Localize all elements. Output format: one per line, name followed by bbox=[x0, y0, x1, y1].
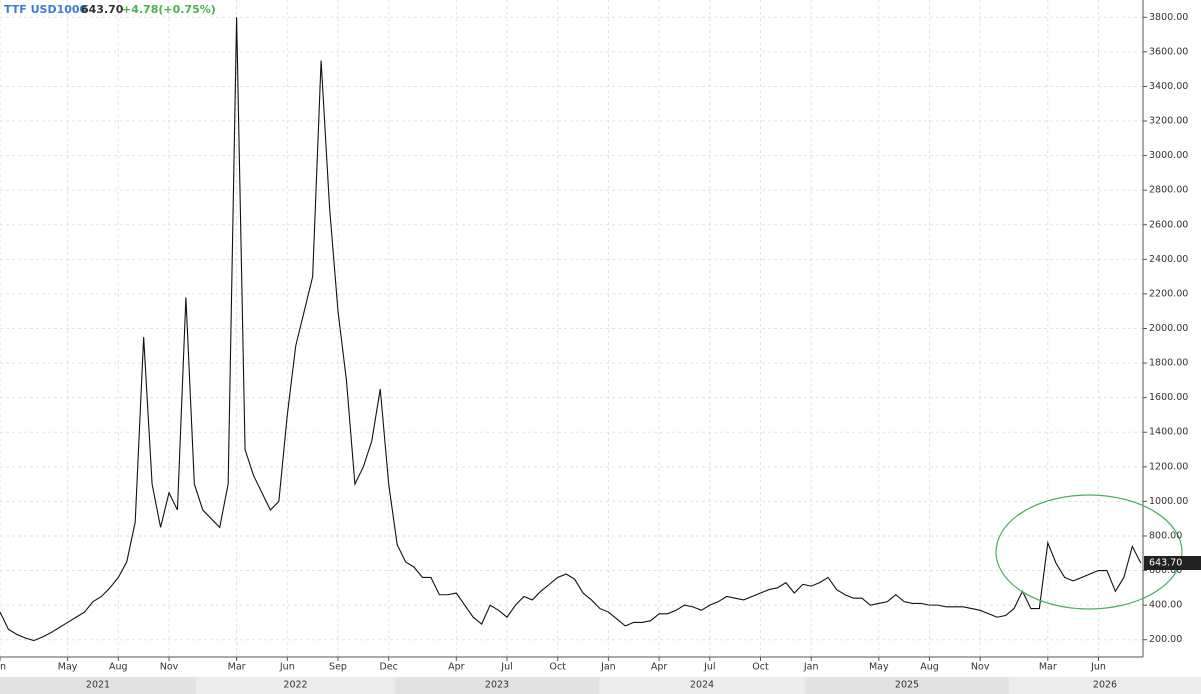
year-label: 2026 bbox=[1093, 680, 1117, 691]
x-tick-label: Apr bbox=[448, 662, 465, 673]
y-tick-label: 1600.00 bbox=[1149, 392, 1188, 403]
year-label: 2023 bbox=[485, 680, 509, 691]
y-tick-label: 400.00 bbox=[1149, 600, 1182, 611]
y-tick-label: 1000.00 bbox=[1149, 496, 1188, 507]
y-tick-label: 800.00 bbox=[1149, 530, 1182, 541]
x-tick-label: Sep bbox=[329, 662, 347, 673]
x-tick-label: Jun bbox=[1090, 662, 1106, 673]
x-tick-label: Mar bbox=[1039, 662, 1057, 673]
x-tick-label: Nov bbox=[160, 662, 179, 673]
x-tick-label: Oct bbox=[549, 662, 566, 673]
y-tick-label: 2800.00 bbox=[1149, 185, 1188, 196]
x-tick-label: Apr bbox=[651, 662, 668, 673]
y-tick-label: 200.00 bbox=[1149, 634, 1182, 645]
y-tick-label: 1800.00 bbox=[1149, 358, 1188, 369]
highlight-ellipse bbox=[995, 494, 1183, 610]
x-tick-label: Aug bbox=[920, 662, 939, 673]
y-tick-label: 3400.00 bbox=[1149, 81, 1188, 92]
x-tick-label: Jan bbox=[600, 662, 616, 673]
price-line bbox=[0, 17, 1142, 642]
x-tick-label: Nov bbox=[971, 662, 990, 673]
year-label: 2024 bbox=[690, 680, 714, 691]
y-tick-label: 2600.00 bbox=[1149, 219, 1188, 230]
plot bbox=[0, 17, 1142, 642]
x-tick-label: Dec bbox=[380, 662, 398, 673]
x-tick-label: Jun bbox=[279, 662, 295, 673]
y-tick-label: 3600.00 bbox=[1149, 46, 1188, 57]
year-band bbox=[196, 677, 395, 694]
year-band bbox=[395, 677, 599, 694]
year-band bbox=[1009, 677, 1201, 694]
grid bbox=[0, 0, 1143, 657]
y-tick-label: 2200.00 bbox=[1149, 288, 1188, 299]
last-price-tag-label: 643.70 bbox=[1149, 557, 1182, 568]
y-tick-label: 3800.00 bbox=[1149, 12, 1188, 23]
year-band bbox=[805, 677, 1009, 694]
year-band bbox=[599, 677, 805, 694]
year-label: 2021 bbox=[86, 680, 110, 691]
last-price-tag bbox=[1144, 555, 1201, 570]
y-tick-label: 3000.00 bbox=[1149, 150, 1188, 161]
year-band bbox=[0, 677, 196, 694]
year-label: 2025 bbox=[895, 680, 919, 691]
symbol: TTF USD1000 bbox=[4, 3, 88, 16]
y-tick-label: 2400.00 bbox=[1149, 254, 1188, 265]
y-tick-label: 1400.00 bbox=[1149, 427, 1188, 438]
x-tick-label: n bbox=[0, 662, 6, 673]
y-tick-label: 3200.00 bbox=[1149, 116, 1188, 127]
x-tick-label: Aug bbox=[109, 662, 128, 673]
x-tick-label: Jul bbox=[703, 662, 715, 673]
price-change: +4.78(+0.75%) bbox=[122, 3, 216, 16]
x-tick-label: Jul bbox=[500, 662, 512, 673]
y-tick-label: 2000.00 bbox=[1149, 323, 1188, 334]
x-tick-label: May bbox=[58, 662, 78, 673]
y-tick-label: 600.00 bbox=[1149, 565, 1182, 576]
x-tick-label: Mar bbox=[228, 662, 246, 673]
y-tick-label: 1200.00 bbox=[1149, 461, 1188, 472]
year-label: 2022 bbox=[283, 680, 307, 691]
x-tick-label: May bbox=[869, 662, 889, 673]
x-tick-label: Oct bbox=[752, 662, 769, 673]
x-tick-label: Jan bbox=[803, 662, 819, 673]
last-price: 643.70 bbox=[81, 3, 124, 16]
